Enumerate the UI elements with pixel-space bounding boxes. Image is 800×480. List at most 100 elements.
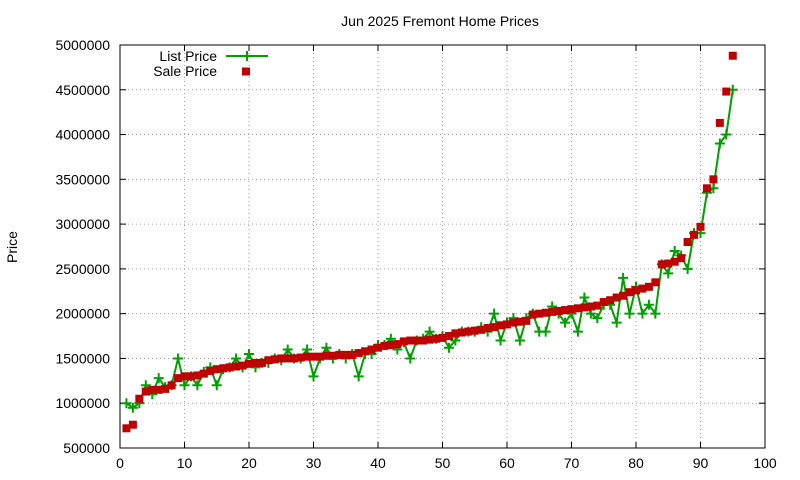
sale-price-point: [393, 340, 402, 349]
sale-price-point: [148, 385, 157, 394]
sale-price-point: [606, 296, 615, 305]
sale-price-point: [264, 356, 273, 365]
sale-price-point: [715, 118, 724, 127]
y-axis-label: Price: [4, 231, 20, 263]
y-tick-label: 4500000: [55, 82, 110, 98]
x-tick-label: 20: [241, 455, 257, 471]
sale-price-point: [709, 175, 718, 184]
legend: List Price Sale Price: [153, 48, 268, 79]
sale-price-point: [528, 310, 537, 319]
list-price-point: [714, 138, 725, 149]
sale-price-point: [238, 361, 247, 370]
list-price-point: [153, 373, 164, 384]
list-price-point: [127, 402, 138, 413]
list-price-point: [540, 326, 551, 337]
sale-price-point: [206, 366, 215, 375]
sale-price-point: [677, 254, 686, 263]
list-price-point: [405, 353, 416, 364]
list-price-point: [650, 308, 661, 319]
sale-price-point: [367, 345, 376, 354]
list-price-point: [121, 398, 132, 409]
sale-price-point: [328, 351, 337, 360]
sale-price-point: [180, 372, 189, 381]
sale-price-point: [670, 257, 679, 266]
sale-price-point: [612, 293, 621, 302]
sale-price-point: [509, 318, 518, 327]
sale-price-point: [444, 332, 453, 341]
x-tick-label: 90: [693, 455, 709, 471]
sale-price-point: [554, 306, 563, 315]
sale-price-point: [515, 317, 524, 326]
sale-price-point: [625, 288, 634, 297]
list-price-point: [282, 344, 293, 355]
sale-price-point: [522, 316, 531, 325]
sale-price-point: [354, 349, 363, 358]
list-price-point: [179, 380, 190, 391]
x-tick-label: 100: [753, 455, 777, 471]
sale-price-point: [412, 336, 421, 345]
sale-price-point: [374, 343, 382, 352]
sale-price-point: [599, 298, 608, 307]
sale-price-point: [470, 326, 479, 335]
sale-price-point: [199, 369, 208, 378]
list-price-point: [663, 268, 674, 279]
sale-price-point: [477, 325, 486, 334]
sale-price-point: [399, 337, 408, 346]
x-tick-label: 70: [564, 455, 580, 471]
sale-price-point: [303, 352, 312, 361]
legend-marker-list-price: [242, 51, 252, 61]
list-price-point: [592, 313, 603, 324]
sale-price-point: [619, 291, 628, 300]
sale-price-point: [245, 359, 253, 368]
list-price-point: [192, 380, 203, 391]
sale-price-point: [257, 358, 266, 367]
sale-price-point: [651, 278, 660, 287]
list-price-point: [579, 292, 590, 303]
sale-price-point: [702, 184, 711, 193]
sale-price-point: [593, 301, 602, 310]
sale-price-point: [251, 358, 260, 367]
sale-price-point: [212, 365, 221, 374]
sale-price-point: [483, 323, 492, 332]
list-price-point: [244, 348, 254, 359]
sale-price-point: [135, 394, 144, 403]
sale-price-point: [644, 282, 653, 291]
sale-price-point: [361, 347, 370, 356]
sale-price-point: [503, 320, 511, 329]
legend-label-list-price: List Price: [159, 48, 217, 64]
sale-price-point: [380, 341, 389, 350]
sale-price-point: [309, 352, 318, 361]
list-price-line: [125, 89, 734, 409]
sale-price-point: [232, 362, 241, 371]
sale-price-point: [270, 355, 279, 364]
sale-price-point: [464, 327, 473, 336]
sale-price-point: [167, 381, 176, 390]
series-layer: [121, 51, 738, 433]
list-price-point: [669, 245, 680, 256]
sale-price-point: [548, 307, 557, 316]
axis-ticks: 0 10 20 30 40 50 60 70 80 90 100 500000 1000000 15000…: [55, 37, 776, 471]
sale-price-point: [535, 309, 544, 318]
list-price-point: [211, 380, 222, 391]
sale-price-point: [457, 328, 466, 337]
sale-price-point: [219, 364, 228, 373]
sale-price-point: [296, 353, 305, 362]
list-price-point: [424, 326, 435, 337]
x-tick-label: 30: [306, 455, 322, 471]
x-tick-label: 80: [628, 455, 644, 471]
list-price-point: [560, 317, 571, 328]
y-tick-label: 3000000: [55, 216, 110, 232]
sale-price-point: [438, 333, 447, 342]
sale-price-point: [419, 336, 428, 345]
sale-price-point: [174, 374, 183, 383]
list-price-point: [173, 353, 184, 364]
sale-price-point: [186, 372, 195, 381]
list-price-point: [618, 272, 629, 283]
legend-marker-sale-price: [242, 67, 250, 76]
sale-price-point: [348, 350, 357, 359]
list-price-point: [443, 342, 454, 353]
sale-price-point: [496, 321, 505, 330]
sale-price-point: [322, 351, 331, 360]
y-tick-label: 1000000: [55, 395, 110, 411]
